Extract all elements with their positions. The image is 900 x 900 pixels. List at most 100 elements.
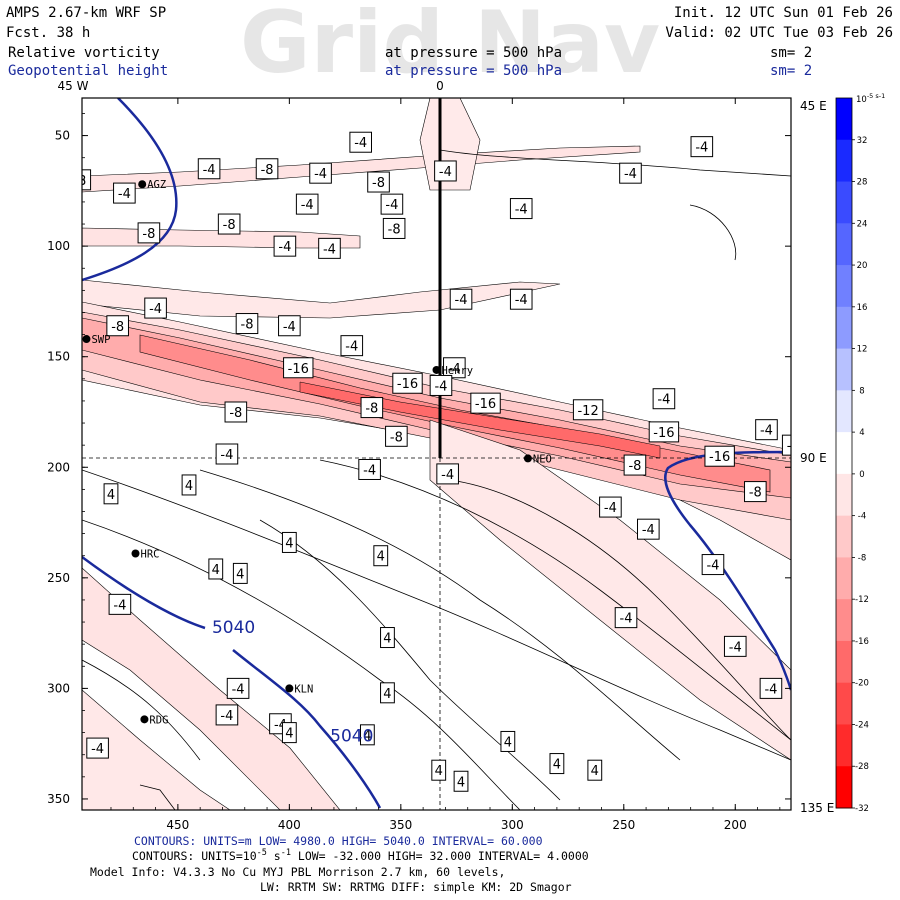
contour-label-positive: 4 — [380, 682, 395, 704]
contour-label-negative-box — [572, 399, 604, 421]
contour-label-negative: -4 — [790, 739, 791, 761]
forecast-hour: Fcst. 38 h — [6, 25, 90, 41]
contour-label-negative-box — [619, 162, 642, 184]
colorbar-label: 20 — [857, 261, 868, 271]
footer-physics-info: LW: RRTM SW: RRTMG DIFF: simple KM: 2D S… — [260, 880, 572, 894]
contour-label-negative: -4 — [429, 374, 453, 396]
contour-label-negative-text: -8 — [749, 486, 762, 501]
contour-label-negative: -8 — [744, 481, 767, 503]
footer-vorticity-contours: CONTOURS: UNITS=10-5 s-1 LOW= -32.000 HI… — [132, 848, 589, 863]
station-henry: Henry — [432, 365, 474, 377]
colorbar-segment — [836, 306, 852, 350]
contour-label-negative-text: -8 — [73, 174, 86, 189]
contour-label-negative-box — [86, 737, 109, 759]
station-marker — [432, 365, 441, 374]
colorbar-segment — [836, 724, 852, 767]
contour-label-negative-box — [106, 315, 129, 337]
colorbar-segment — [836, 599, 852, 642]
top-axis-center-label: 0 — [436, 79, 444, 93]
init-time: Init. 12 UTC Sun 01 Feb 26 — [674, 5, 893, 21]
contour-label-negative-text: -16 — [397, 377, 418, 392]
contour-label-negative: -4 — [86, 737, 109, 759]
contour-label-positive-text: 4 — [383, 632, 391, 647]
contour-label-negative-box — [434, 160, 457, 182]
watermark: Grid Nav — [240, 0, 660, 93]
contour-label-negative-text: -4 — [118, 187, 131, 202]
contour-label-negative: -4 — [197, 158, 221, 180]
contour-label-negative-text: -4 — [323, 242, 336, 257]
geopotential-label: 5040 — [212, 618, 255, 638]
contour-label-negative: -4 — [443, 357, 466, 379]
contour-label-negative-box — [295, 193, 319, 215]
contour-label-positive-box — [453, 770, 469, 792]
colorbar-segment — [836, 98, 852, 141]
contour-label-negative-box — [113, 182, 136, 204]
contour-label-negative-text: -4 — [695, 141, 708, 156]
contour-label-positive-text: 4 — [185, 479, 193, 494]
station-marker — [523, 454, 532, 463]
x-tick-label: 400 — [278, 818, 301, 832]
x-tick-label: 200 — [724, 818, 747, 832]
contour-label-negative-box — [790, 739, 791, 761]
contour-label-negative: -8 — [382, 217, 406, 239]
contour-label-positive-text: 4 — [457, 775, 465, 790]
contour-label-negative-text: -16 — [709, 450, 730, 465]
colorbar-segment — [836, 181, 852, 224]
contour-label-negative-box — [380, 193, 404, 215]
contour-label-negative: -4 — [759, 677, 783, 699]
contour-label-negative-box — [470, 392, 501, 414]
station-label: NEO — [533, 453, 552, 465]
station-label: KLN — [294, 683, 313, 695]
geopotential-contour-upper-left — [82, 98, 178, 282]
contour-label-negative: -4 — [278, 315, 301, 337]
contour-label-positive-text: 4 — [383, 687, 391, 702]
geopotential-label: 5040 — [330, 726, 373, 746]
contour-label-negative-box — [803, 497, 832, 517]
contour-label-negative-box — [273, 235, 297, 257]
contour-label-negative-text: -8 — [388, 222, 401, 237]
contour-label-negative-text: -4 — [441, 468, 454, 483]
contour-label-positive-box — [549, 753, 565, 775]
contour-label-negative-text: -8 — [223, 218, 236, 233]
contour-label-negative: -8 — [255, 158, 279, 180]
contour-label-negative-text: -4 — [604, 501, 617, 516]
contour-label-positive-box — [232, 562, 248, 584]
colorbar-segment — [836, 640, 852, 684]
contour-label-negative-box — [318, 237, 341, 259]
contour-label-negative-box — [382, 217, 406, 239]
colorbar-label: 32 — [857, 136, 868, 146]
contour-label-negative-box — [509, 198, 533, 220]
contour-label-positive: 4 — [453, 770, 469, 792]
contour-label-positive: 4 — [208, 558, 224, 580]
contour-label-negative: -4 — [449, 288, 473, 310]
contour-label-negative: -16 — [392, 372, 423, 394]
contour-label-negative: -4 — [273, 235, 297, 257]
contour-label-positive-text: 4 — [285, 536, 293, 551]
contour-label-negative: -8 — [385, 425, 408, 447]
station-marker — [82, 335, 91, 344]
contour-label-negative-text: -4 — [642, 523, 655, 538]
contour-label-negative: -4 — [226, 677, 250, 699]
colorbar-border — [835, 97, 853, 809]
contour-label-negative-text: -4 — [220, 448, 233, 463]
contour-label-negative-box — [385, 425, 408, 447]
colorbar-label: -24 — [855, 720, 869, 730]
contour-label-negative: -16 — [470, 392, 501, 414]
contour-label-negative: -8 — [73, 169, 92, 191]
contour-label-negative-text: -4 — [232, 682, 245, 697]
station-label: Henry — [442, 365, 474, 377]
contour-label-negative-text: -4 — [91, 742, 104, 757]
x-tick-label: 250 — [612, 818, 635, 832]
contour-label-positive: 4 — [587, 759, 603, 781]
contour-label-negative: -12 — [803, 497, 832, 517]
contour-label-positive-text: 4 — [107, 488, 115, 503]
contour-label-negative-text: -4 — [363, 463, 376, 478]
colorbar-segment — [836, 432, 852, 475]
contour-label-negative-text: -4 — [283, 320, 296, 335]
contour-label-negative-box — [360, 397, 384, 419]
contour-label-negative: -4 — [295, 193, 319, 215]
contour-label-negative: -8 — [106, 315, 129, 337]
colorbar-label: 28 — [857, 178, 868, 188]
contour-label-negative-text: -16 — [798, 466, 819, 481]
station-marker — [138, 180, 147, 189]
